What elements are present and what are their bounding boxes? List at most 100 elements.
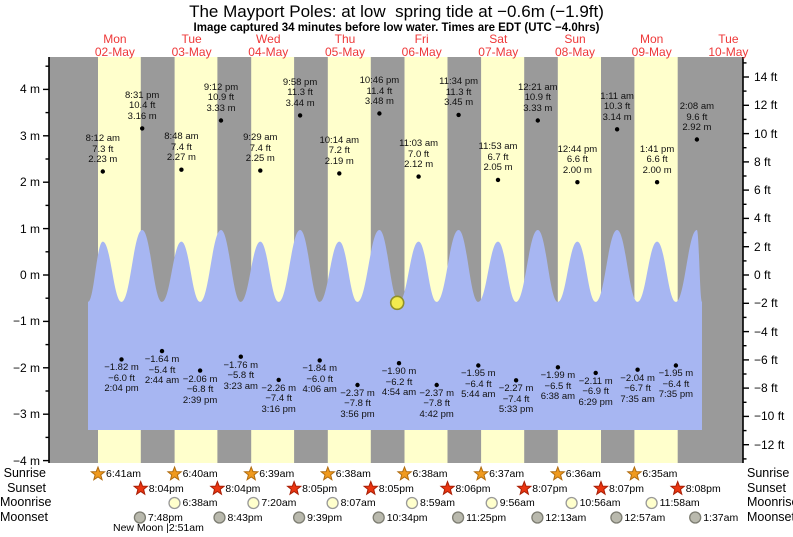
moonset-time: 12:13am	[545, 511, 587, 524]
y-axis-label-left: 1 m	[19, 221, 40, 236]
sunrise-time: 6:37am	[489, 468, 525, 480]
y-axis-label-right: −12 ft	[754, 437, 785, 452]
tide-extreme-dot	[416, 174, 421, 179]
tide-extreme-dot	[159, 348, 165, 354]
tide-extreme-dot	[555, 365, 561, 370]
tide-low-label: −1.99 m −6.5 ft 6:38 am	[540, 370, 576, 403]
y-axis-label-right: −4 ft	[754, 324, 778, 339]
tide-low-label: −2.27 m −7.4 ft 5:33 pm	[498, 383, 534, 416]
moonset-circle-icon	[689, 511, 702, 524]
y-axis-label-right: 2 ft	[754, 239, 771, 254]
tide-extreme-dot	[238, 354, 243, 359]
sunset-star-icon	[669, 480, 686, 496]
y-axis-label-left: −3 m	[12, 407, 40, 422]
y-axis-label-right: 12 ft	[754, 98, 778, 113]
moonset-circle-icon	[610, 511, 623, 524]
day-label: Mon 09-May	[631, 32, 672, 59]
row-label-sunrise-left: Sunrise	[3, 466, 46, 480]
y-axis-label-left: 4 m	[19, 82, 40, 97]
row-label-sunset-right: Sunset	[747, 480, 786, 495]
row-label-sunrise-right: Sunrise	[747, 466, 790, 480]
sunrise-star-icon	[473, 465, 490, 481]
y-axis-label-right: 4 ft	[754, 211, 771, 226]
day-label: Wed 04-May	[248, 32, 289, 59]
moonset-circle-icon	[213, 511, 226, 524]
row-label-moonset-left: Moonset	[0, 509, 48, 524]
tide-extreme-dot	[535, 118, 540, 123]
moonset-circle-icon	[451, 511, 465, 524]
moonrise-time: 9:56am	[499, 497, 535, 509]
sunrise-time: 6:38am	[335, 468, 371, 480]
sunrise-star-icon	[319, 465, 336, 481]
tide-extreme-dot	[476, 363, 481, 368]
chart-title: The Mayport Poles: at low spring tide at…	[189, 2, 604, 21]
y-axis-label-right: −6 ft	[754, 352, 778, 367]
moonset-time: 10:34pm	[386, 511, 428, 524]
y-axis-label-right: −10 ft	[754, 409, 785, 424]
tide-extreme-dot	[355, 382, 360, 388]
moonset-time: 11:25pm	[466, 511, 507, 524]
sunset-star-icon	[439, 480, 456, 496]
sunrise-time: 6:36am	[565, 468, 601, 480]
moonrise-circle-icon	[168, 496, 181, 510]
tide-low-label: −1.90 m −6.2 ft 4:54 am	[381, 366, 417, 399]
moonrise-circle-icon	[485, 496, 498, 510]
tide-extreme-dot	[614, 127, 620, 132]
moonrise-time: 6:38am	[182, 497, 218, 509]
tide-low-label: −1.76 m −5.8 ft 3:23 am	[223, 359, 259, 392]
tide-extreme-dot	[456, 112, 461, 118]
tide-curve	[88, 230, 702, 430]
moonrise-circle-icon	[645, 496, 658, 510]
sunrise-star-icon	[243, 465, 260, 481]
moonrise-circle-icon	[405, 496, 419, 510]
sunrise-time: 6:41am	[106, 468, 142, 480]
day-label: Tue 03-May	[171, 32, 212, 59]
tide-high-label: 10:46 pm 11.4 ft 3.48 m	[359, 75, 400, 108]
moonset-time: 12:57am	[624, 511, 666, 524]
day-label: Tue 10-May	[708, 32, 749, 59]
tide-extreme-dot	[276, 377, 281, 383]
tide-extreme-dot	[654, 180, 660, 185]
y-axis-label-right: 14 ft	[754, 70, 778, 84]
sunset-time: 8:05pm	[302, 482, 338, 495]
tide-extreme-dot	[673, 363, 679, 368]
sunrise-star-icon	[549, 465, 566, 481]
sunset-time: 8:04pm	[148, 482, 184, 495]
tide-low-label: −2.37 m −7.8 ft 3:56 pm	[340, 387, 375, 420]
y-axis-label-left: −2 m	[12, 360, 40, 375]
new-moon-label: New Moon |2:51am	[113, 522, 204, 534]
tide-extreme-dot	[140, 126, 145, 131]
tide-low-label: −2.11 m −6.9 ft 6:29 pm	[578, 375, 613, 408]
tide-extreme-dot	[635, 367, 640, 372]
moonrise-circle-icon	[247, 496, 260, 510]
tide-extreme-dot	[258, 168, 263, 173]
sunset-star-icon	[209, 480, 226, 496]
sunset-star-icon	[132, 480, 149, 496]
sunset-time: 8:05pm	[378, 482, 414, 495]
tide-high-label: 11:53 am 6.7 ft 2.05 m	[478, 141, 518, 174]
sunset-time: 8:08pm	[685, 482, 721, 495]
sunset-star-icon	[516, 480, 533, 496]
row-label-moonrise-right: Moonrise	[747, 495, 793, 509]
tide-low-label: −1.95 m −6.4 ft 7:35 pm	[658, 368, 694, 401]
moonrise-circle-icon	[565, 496, 578, 510]
tide-extreme-dot	[197, 368, 203, 373]
y-axis-label-left: 3 m	[19, 128, 40, 143]
tide-low-label: −1.95 m −6.4 ft 5:44 am	[461, 368, 496, 401]
tide-low-label: −1.64 m −5.4 ft 2:44 am	[144, 354, 180, 387]
tide-high-label: 9:12 pm 10.9 ft 3.33 m	[203, 81, 239, 114]
row-label-sunset-left: Sunset	[7, 480, 46, 495]
chart-subtitle: Image captured 34 minutes before low wat…	[193, 22, 600, 34]
tide-extreme-dot	[218, 118, 224, 123]
sunrise-time: 6:35am	[642, 468, 678, 480]
sunset-star-icon	[286, 480, 303, 496]
sunset-time: 8:07pm	[532, 482, 568, 495]
tide-high-label: 11:03 am 7.0 ft 2.12 m	[399, 138, 439, 171]
sunset-time: 8:04pm	[225, 482, 261, 495]
day-label: Fri 06-May	[401, 32, 442, 59]
sunset-star-icon	[592, 480, 609, 496]
moonrise-time: 8:07am	[340, 497, 376, 509]
moonrise-time: 7:20am	[261, 497, 297, 509]
tide-high-label: 1:11 am 10.3 ft 3.14 m	[600, 90, 634, 123]
